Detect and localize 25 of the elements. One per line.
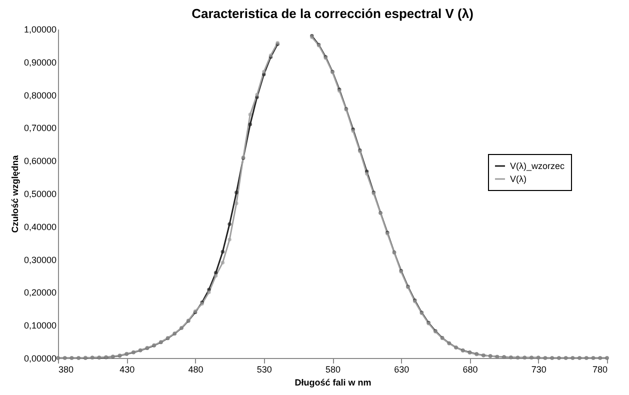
y-tick-label: 0,60000 [24,156,56,166]
x-tick-label: 680 [462,364,478,374]
x-tick-label: 630 [394,364,410,374]
y-tick-label: 0,90000 [24,57,56,68]
x-axis-title: Długość fali w nm [294,378,372,388]
legend-label: V(λ)_wzorzec [510,161,566,171]
y-axis-title: Czułość względna [10,154,20,233]
y-tick-label: 0,40000 [24,222,56,232]
x-tick-label: 780 [592,364,608,374]
y-tick-label: 0,10000 [24,320,56,331]
chart-title: Caracteristica de la corrección espectral V (λ) [192,6,474,21]
x-tick-label: 380 [58,364,74,374]
x-tick-label: 580 [325,364,341,374]
y-tick-label: 0,70000 [24,123,56,134]
x-tick-label: 730 [531,364,546,374]
y-tick-label: 1,00000 [24,24,56,34]
x-tick-label: 430 [120,364,135,374]
x-tick-label: 480 [188,364,204,374]
y-tick-label: 0,80000 [24,90,56,100]
x-tick-label: 530 [256,364,272,374]
y-tick-label: 0,00000 [24,354,56,364]
y-tick-label: 0,50000 [24,189,56,199]
legend-label: V(λ) [510,174,526,184]
y-tick-label: 0,30000 [24,254,56,265]
y-tick-label: 0,20000 [24,288,56,298]
